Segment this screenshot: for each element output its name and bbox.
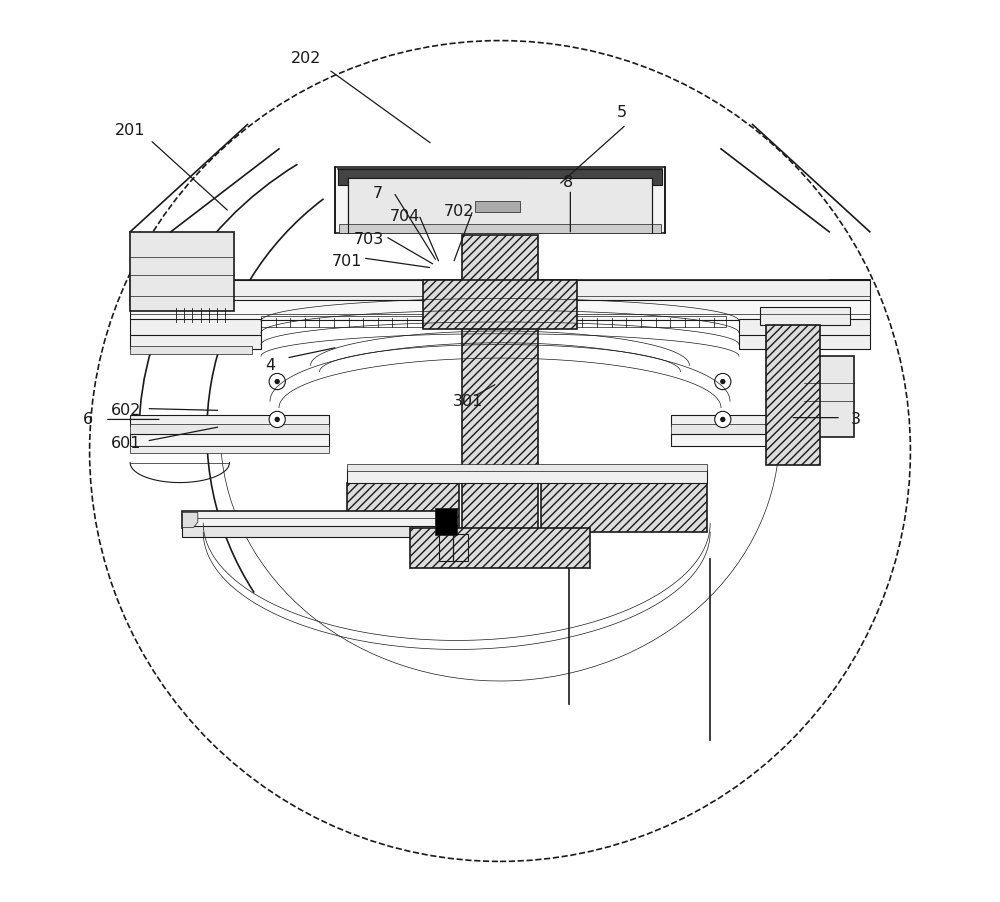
Text: 601: 601 xyxy=(110,437,141,451)
Bar xyxy=(423,280,577,329)
Bar xyxy=(671,424,771,435)
Bar xyxy=(348,178,652,227)
Text: 702: 702 xyxy=(444,205,475,219)
Bar xyxy=(475,201,520,212)
Circle shape xyxy=(720,417,726,422)
Bar xyxy=(182,511,444,528)
Circle shape xyxy=(274,417,280,422)
Bar xyxy=(130,280,870,302)
Bar xyxy=(347,483,459,532)
Text: 8: 8 xyxy=(563,175,573,189)
Polygon shape xyxy=(182,512,198,528)
Circle shape xyxy=(715,373,731,390)
Bar xyxy=(261,316,726,327)
Text: 301: 301 xyxy=(453,394,484,409)
Bar xyxy=(541,483,707,532)
Bar xyxy=(439,534,453,561)
Bar xyxy=(435,508,457,535)
Bar xyxy=(739,319,870,336)
Bar xyxy=(453,534,468,561)
Text: 703: 703 xyxy=(354,232,384,246)
Text: 202: 202 xyxy=(291,51,321,66)
Bar xyxy=(130,346,252,354)
Text: 6: 6 xyxy=(83,412,93,427)
Circle shape xyxy=(269,411,285,428)
Bar xyxy=(760,307,850,325)
Bar xyxy=(347,464,707,471)
Polygon shape xyxy=(130,280,171,320)
Text: 3: 3 xyxy=(851,412,861,427)
Bar xyxy=(671,415,771,426)
Circle shape xyxy=(274,379,280,384)
Circle shape xyxy=(715,411,731,428)
Bar xyxy=(182,526,444,537)
Bar xyxy=(804,356,854,437)
Text: 602: 602 xyxy=(110,403,141,418)
Bar xyxy=(130,434,329,446)
Text: 5: 5 xyxy=(617,106,627,120)
Bar xyxy=(671,434,771,446)
Text: 201: 201 xyxy=(115,124,145,138)
Bar xyxy=(739,335,870,349)
Bar xyxy=(130,232,234,311)
Bar xyxy=(130,319,261,336)
Polygon shape xyxy=(130,320,171,336)
Polygon shape xyxy=(829,280,870,320)
Bar xyxy=(338,169,662,185)
Bar xyxy=(130,424,329,435)
Bar xyxy=(766,325,820,465)
Bar xyxy=(348,178,525,227)
Text: 701: 701 xyxy=(331,254,362,269)
Text: 704: 704 xyxy=(390,209,420,224)
Bar xyxy=(130,415,329,426)
Text: 7: 7 xyxy=(373,187,383,201)
Bar xyxy=(335,167,665,233)
Bar xyxy=(410,528,590,568)
Bar xyxy=(462,235,538,559)
Bar xyxy=(339,224,661,233)
Circle shape xyxy=(269,373,285,390)
Bar xyxy=(347,469,707,483)
Bar xyxy=(130,335,261,349)
Bar xyxy=(130,446,329,453)
Text: 4: 4 xyxy=(265,358,275,373)
Bar xyxy=(130,300,870,320)
Circle shape xyxy=(720,379,726,384)
